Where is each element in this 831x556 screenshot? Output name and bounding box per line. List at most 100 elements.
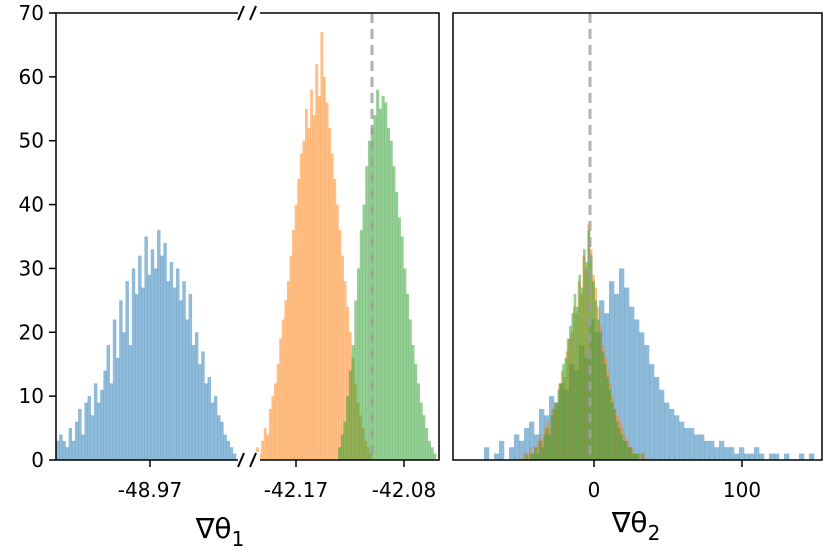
histogram-bar — [637, 453, 641, 460]
histogram-bar — [387, 127, 391, 460]
histogram-bar — [333, 179, 337, 460]
histogram-bar — [100, 389, 104, 460]
histogram-bar — [499, 440, 505, 460]
y-tick-label: 30 — [19, 256, 44, 280]
histogram-bar — [220, 421, 224, 460]
histogram-bar — [359, 230, 363, 460]
histogram-bar — [147, 274, 152, 460]
histogram-bar — [592, 281, 595, 460]
histogram-bar — [346, 306, 350, 460]
histogram-bar — [122, 332, 126, 460]
histogram-bar — [346, 396, 350, 460]
histogram-bar — [194, 332, 199, 460]
histogram-bar — [522, 453, 525, 460]
histogram-bar — [213, 396, 218, 460]
histogram-bar — [759, 453, 765, 460]
histogram-bar — [125, 281, 129, 460]
histogram-bar — [335, 204, 339, 460]
histogram-bar — [297, 179, 301, 460]
histogram-bar — [531, 453, 535, 460]
histogram-bar — [578, 274, 581, 460]
histogram-bar — [422, 415, 426, 460]
histogram-bar — [128, 345, 133, 460]
histogram-bar — [641, 453, 644, 460]
histogram-bar — [576, 306, 579, 460]
histogram-bar — [153, 268, 158, 460]
histogram-bar — [552, 408, 556, 460]
x-tick-label: -48.97 — [118, 478, 182, 502]
histogram-bar — [580, 287, 584, 460]
histogram-bar — [601, 351, 605, 460]
histogram-bar — [210, 402, 215, 460]
histogram-bar — [307, 127, 311, 460]
histogram-bar — [557, 389, 561, 460]
histogram-bar — [583, 249, 586, 460]
histogram-bar — [357, 268, 361, 460]
histogram-bar — [494, 453, 500, 460]
histogram-bar — [636, 453, 640, 460]
histogram-bar — [317, 96, 321, 460]
histogram-bar — [659, 389, 665, 460]
histogram-bar — [378, 108, 382, 460]
histogram-bar — [799, 453, 805, 460]
y-tick-label: 10 — [19, 384, 44, 408]
x-tick-label: 100 — [723, 478, 761, 502]
histogram-bar — [56, 440, 60, 460]
left-histogram-panel: 0 10 20 30 40 50 60 70 -48.97 -42.17 -42.08 ∇θ1 — [19, 1, 440, 551]
histogram-bar — [596, 319, 600, 460]
histogram-bar — [769, 453, 775, 460]
right-panel-frame — [452, 12, 823, 461]
histogram-bar — [594, 300, 598, 460]
histogram-bar — [348, 370, 352, 460]
histogram-bar — [484, 447, 490, 460]
histogram-bar — [315, 64, 319, 460]
histogram-bar — [198, 364, 202, 460]
histogram-bar — [664, 402, 670, 460]
histogram-bar — [71, 440, 76, 460]
histogram-bar — [325, 102, 329, 461]
histogram-bar — [620, 434, 623, 460]
histogram-bar — [119, 300, 123, 460]
histogram-bar — [134, 293, 139, 460]
histogram-bar — [634, 453, 637, 460]
histogram-bar — [141, 287, 145, 460]
histogram-bar — [784, 453, 790, 460]
histogram-bar — [644, 345, 650, 460]
y-tick-label: 50 — [19, 129, 44, 153]
histogram-bar — [539, 408, 545, 460]
histogram-bar — [629, 306, 635, 460]
histogram-bar — [62, 440, 66, 460]
histogram-bar — [739, 447, 745, 460]
histogram-bar — [90, 415, 95, 460]
histogram-bar — [622, 440, 626, 460]
histogram-bar — [384, 102, 388, 461]
histogram-bar — [263, 428, 267, 460]
histogram-bar — [341, 255, 344, 460]
histogram-bar — [226, 440, 230, 460]
histogram-bar — [724, 447, 730, 460]
histogram-bar — [185, 319, 189, 460]
histogram-bar — [514, 434, 520, 460]
histogram-bar — [191, 345, 196, 460]
histogram-bar — [427, 440, 431, 460]
y-tick-label: 0 — [31, 448, 44, 472]
histogram-bar — [87, 396, 92, 460]
histogram-bar — [299, 153, 303, 461]
histogram-bar — [207, 376, 212, 460]
histogram-bar — [562, 364, 565, 460]
histogram-bar — [268, 408, 272, 460]
right-x-axis-ticks: 0 100 — [588, 460, 761, 502]
histogram-bar — [689, 428, 695, 460]
histogram-bar — [286, 281, 290, 460]
histogram-bar — [527, 453, 530, 460]
histogram-bar — [258, 453, 262, 460]
histogram-bar — [536, 440, 540, 460]
histogram-bar — [430, 447, 434, 460]
histogram-bar — [408, 319, 412, 460]
histogram-bar — [169, 262, 174, 460]
histogram-bar — [78, 408, 82, 460]
histogram-bar — [217, 415, 221, 460]
histogram-bar — [116, 357, 120, 460]
histogram-bar — [654, 376, 660, 460]
